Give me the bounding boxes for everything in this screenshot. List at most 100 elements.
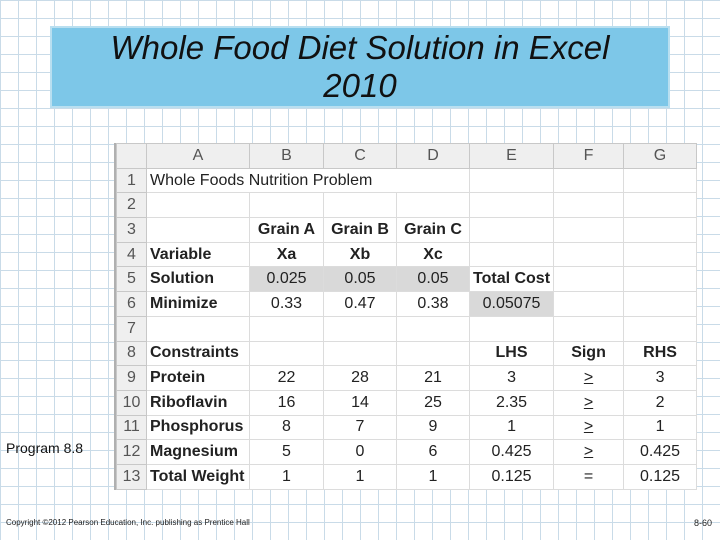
cell-e8-lhs[interactable]: LHS bbox=[468, 340, 555, 367]
cell-f2[interactable] bbox=[553, 192, 625, 219]
cell-g7[interactable] bbox=[623, 315, 698, 342]
cell-a5-solution[interactable]: Solution bbox=[146, 266, 250, 293]
cell-g5[interactable] bbox=[623, 266, 698, 293]
cell-f1[interactable] bbox=[553, 167, 625, 194]
cell-b8[interactable] bbox=[249, 340, 324, 367]
cell-f8-sign[interactable]: Sign bbox=[553, 340, 625, 367]
row-header-12[interactable]: 12 bbox=[116, 439, 147, 465]
cell-d2[interactable] bbox=[396, 192, 470, 219]
constraint-lhs[interactable]: 3 bbox=[468, 365, 555, 391]
constraint-rhs[interactable]: 1 bbox=[623, 414, 698, 441]
cell-g2[interactable] bbox=[623, 192, 698, 219]
cell-b3-grain-a[interactable]: Grain A bbox=[249, 217, 324, 243]
cell-b7[interactable] bbox=[249, 315, 324, 342]
row-header-5[interactable]: 5 bbox=[116, 266, 147, 293]
cell-d4-xc[interactable]: Xc bbox=[396, 241, 470, 268]
cell-b4-xa[interactable]: Xa bbox=[249, 241, 324, 268]
cell-e6-total-cost-value[interactable]: 0.05075 bbox=[468, 291, 555, 317]
cell-g6[interactable] bbox=[623, 291, 698, 317]
constraint-coef-a[interactable]: 1 bbox=[249, 463, 324, 490]
constraint-sign[interactable]: > bbox=[553, 365, 625, 391]
cell-a6-minimize[interactable]: Minimize bbox=[146, 291, 250, 317]
cell-e4[interactable] bbox=[468, 241, 555, 268]
constraint-coef-c[interactable]: 1 bbox=[396, 463, 470, 490]
constraint-sign[interactable]: > bbox=[553, 439, 625, 465]
constraint-coef-b[interactable]: 0 bbox=[323, 439, 397, 465]
constraint-coef-b[interactable]: 1 bbox=[323, 463, 397, 490]
constraint-sign[interactable]: = bbox=[553, 463, 625, 490]
cell-a1-title[interactable]: Whole Foods Nutrition Problem bbox=[146, 167, 470, 194]
cell-f5[interactable] bbox=[553, 266, 625, 293]
cell-a8-constraints[interactable]: Constraints bbox=[146, 340, 250, 367]
constraint-coef-c[interactable]: 25 bbox=[396, 389, 470, 416]
row-header-11[interactable]: 11 bbox=[116, 414, 147, 441]
cell-g3[interactable] bbox=[623, 217, 698, 243]
constraint-rhs[interactable]: 3 bbox=[623, 365, 698, 391]
constraint-name[interactable]: Protein bbox=[146, 365, 250, 391]
cell-c6-cost-xb[interactable]: 0.47 bbox=[323, 291, 397, 317]
constraint-coef-b[interactable]: 28 bbox=[323, 365, 397, 391]
cell-d7[interactable] bbox=[396, 315, 470, 342]
constraint-coef-a[interactable]: 5 bbox=[249, 439, 324, 465]
cell-d8[interactable] bbox=[396, 340, 470, 367]
constraint-rhs[interactable]: 2 bbox=[623, 389, 698, 416]
constraint-rhs[interactable]: 0.125 bbox=[623, 463, 698, 490]
constraint-lhs[interactable]: 0.425 bbox=[468, 439, 555, 465]
constraint-sign[interactable]: > bbox=[553, 389, 625, 416]
column-header-f[interactable]: F bbox=[553, 143, 625, 169]
cell-b2[interactable] bbox=[249, 192, 324, 219]
cell-b5-solution-xa[interactable]: 0.025 bbox=[249, 266, 324, 293]
row-header-4[interactable]: 4 bbox=[116, 241, 147, 268]
cell-f6[interactable] bbox=[553, 291, 625, 317]
cell-e5-total-cost-label[interactable]: Total Cost bbox=[468, 266, 555, 293]
cell-g1[interactable] bbox=[623, 167, 698, 194]
cell-c8[interactable] bbox=[323, 340, 397, 367]
constraint-lhs[interactable]: 1 bbox=[468, 414, 555, 441]
constraint-name[interactable]: Riboflavin bbox=[146, 389, 250, 416]
row-header-8[interactable]: 8 bbox=[116, 340, 147, 367]
constraint-name[interactable]: Total Weight bbox=[146, 463, 250, 490]
constraint-sign[interactable]: > bbox=[553, 414, 625, 441]
row-header-7[interactable]: 7 bbox=[116, 315, 147, 342]
cell-c5-solution-xb[interactable]: 0.05 bbox=[323, 266, 397, 293]
cell-b6-cost-xa[interactable]: 0.33 bbox=[249, 291, 324, 317]
cell-g4[interactable] bbox=[623, 241, 698, 268]
column-header-c[interactable]: C bbox=[323, 143, 397, 169]
row-header-3[interactable]: 3 bbox=[116, 217, 147, 243]
cell-a3[interactable] bbox=[146, 217, 250, 243]
cell-e1[interactable] bbox=[468, 167, 555, 194]
constraint-coef-b[interactable]: 14 bbox=[323, 389, 397, 416]
constraint-lhs[interactable]: 2.35 bbox=[468, 389, 555, 416]
column-header-b[interactable]: B bbox=[249, 143, 324, 169]
row-header-9[interactable]: 9 bbox=[116, 365, 147, 391]
column-header-e[interactable]: E bbox=[468, 143, 555, 169]
cell-c4-xb[interactable]: Xb bbox=[323, 241, 397, 268]
constraint-coef-c[interactable]: 6 bbox=[396, 439, 470, 465]
cell-a4-variable[interactable]: Variable bbox=[146, 241, 250, 268]
cell-a2[interactable] bbox=[146, 192, 250, 219]
cell-e2[interactable] bbox=[468, 192, 555, 219]
cell-c7[interactable] bbox=[323, 315, 397, 342]
column-header-g[interactable]: G bbox=[623, 143, 698, 169]
cell-c3-grain-b[interactable]: Grain B bbox=[323, 217, 397, 243]
row-header-2[interactable]: 2 bbox=[116, 192, 147, 219]
constraint-coef-c[interactable]: 21 bbox=[396, 365, 470, 391]
column-header-a[interactable]: A bbox=[146, 143, 250, 169]
cell-e3[interactable] bbox=[468, 217, 555, 243]
constraint-coef-a[interactable]: 22 bbox=[249, 365, 324, 391]
constraint-coef-c[interactable]: 9 bbox=[396, 414, 470, 441]
cell-f4[interactable] bbox=[553, 241, 625, 268]
cell-c2[interactable] bbox=[323, 192, 397, 219]
constraint-name[interactable]: Phosphorus bbox=[146, 414, 250, 441]
constraint-lhs[interactable]: 0.125 bbox=[468, 463, 555, 490]
cell-a7[interactable] bbox=[146, 315, 250, 342]
cell-d3-grain-c[interactable]: Grain C bbox=[396, 217, 470, 243]
cell-d6-cost-xc[interactable]: 0.38 bbox=[396, 291, 470, 317]
row-header-6[interactable]: 6 bbox=[116, 291, 147, 317]
row-header-10[interactable]: 10 bbox=[116, 389, 147, 416]
constraint-rhs[interactable]: 0.425 bbox=[623, 439, 698, 465]
select-all-corner[interactable] bbox=[116, 143, 147, 169]
constraint-name[interactable]: Magnesium bbox=[146, 439, 250, 465]
column-header-d[interactable]: D bbox=[396, 143, 470, 169]
cell-e7[interactable] bbox=[468, 315, 555, 342]
